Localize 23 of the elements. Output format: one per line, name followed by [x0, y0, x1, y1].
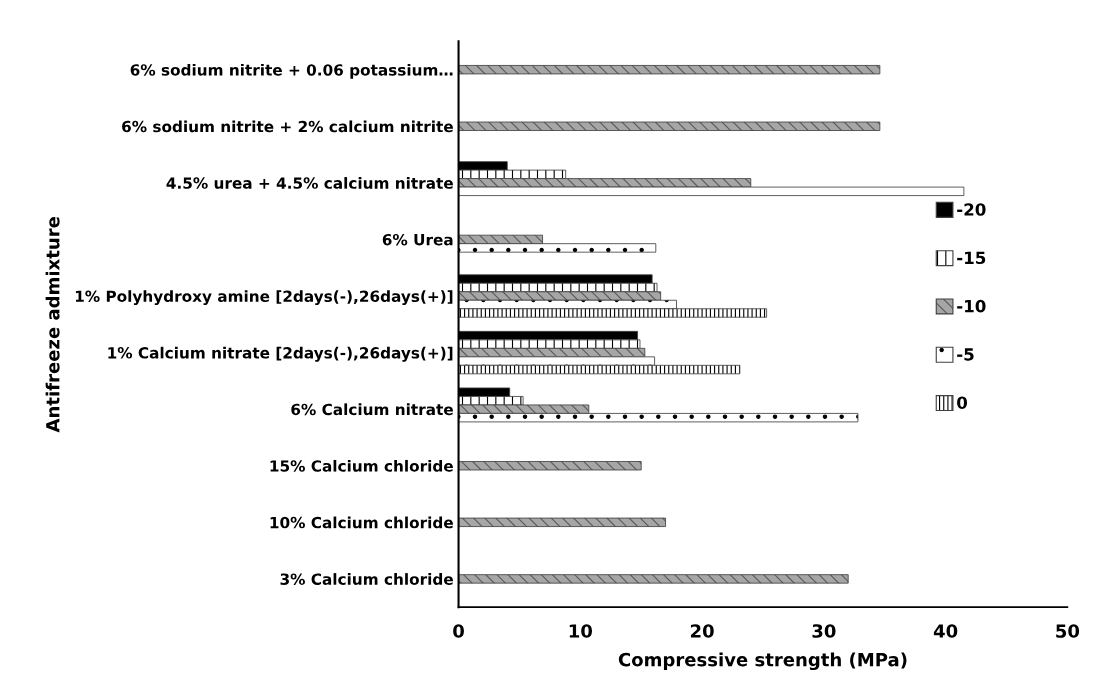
- y-axis-title: Antifreeze admixture: [45, 217, 60, 433]
- y-tick-label: 10% Calcium chloride: [270, 516, 453, 529]
- legend-label: 0: [957, 396, 968, 410]
- x-tick-label: 30: [812, 624, 836, 638]
- legend-label: -5: [957, 348, 974, 361]
- x-axis-title: Compressive strength (MPa): [618, 652, 907, 671]
- x-tick-label: 20: [690, 624, 714, 638]
- legend-label: -20: [957, 203, 986, 216]
- legend-label: -15: [957, 251, 986, 265]
- x-tick-label: 40: [933, 624, 958, 638]
- y-tick-label: 3% Calcium chloride: [280, 573, 453, 585]
- y-tick-label: 1% Calcium nitrate [2days(-),26days(+)]: [108, 346, 453, 362]
- y-tick-label: 6% sodium nitrite + 2% calcium nitrite: [122, 120, 453, 133]
- x-tick-label: 50: [1056, 624, 1080, 638]
- y-tick-label: 6% Calcium nitrate: [291, 403, 453, 416]
- y-tick-label: 4.5% urea + 4.5% calcium nitrate: [166, 177, 453, 189]
- x-tick-label: 10: [569, 624, 593, 638]
- y-tick-label: 6% Urea: [382, 233, 453, 246]
- y-tick-label: 15% Calcium chloride: [270, 459, 453, 472]
- legend-label: -10: [957, 299, 986, 313]
- y-tick-label: 6% sodium nitrite + 0.06 potassium…: [130, 63, 453, 79]
- y-tick-label: 1% Polyhydroxy amine [2days(-),26days(+)]: [75, 290, 453, 306]
- x-tick-label: 0: [453, 624, 464, 638]
